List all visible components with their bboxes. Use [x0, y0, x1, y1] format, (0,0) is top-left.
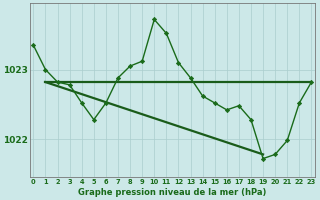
X-axis label: Graphe pression niveau de la mer (hPa): Graphe pression niveau de la mer (hPa) — [78, 188, 267, 197]
